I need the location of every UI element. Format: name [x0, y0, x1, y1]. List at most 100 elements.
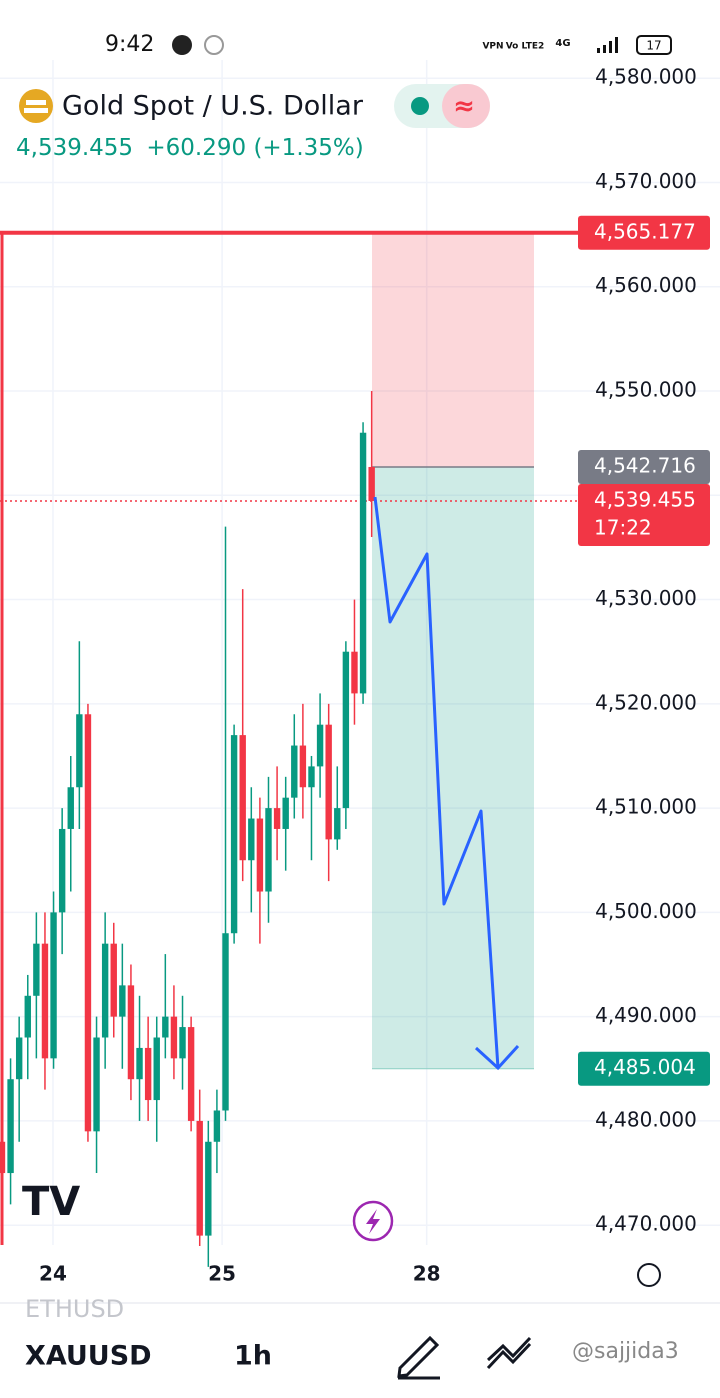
- y-tick-label: 4,530.000: [595, 586, 697, 610]
- candle-body: [248, 818, 255, 861]
- status-time: 9:42: [105, 32, 154, 57]
- candle-body: [299, 745, 307, 788]
- candle-body: [84, 714, 92, 1132]
- candle-body: [15, 1037, 23, 1080]
- watermark: @sajjida3: [572, 1339, 679, 1364]
- gold-icon-bar: [24, 108, 48, 113]
- candle-body: [282, 797, 289, 829]
- candle-body: [0, 1141, 6, 1174]
- candle-body: [187, 1027, 195, 1121]
- market-open-dot: [411, 97, 429, 115]
- change: +60.290: [146, 135, 246, 161]
- lightning-icon: [366, 1209, 380, 1234]
- symbol[interactable]: XAUUSD: [25, 1341, 152, 1372]
- candle-body: [76, 714, 83, 788]
- candle-body: [230, 735, 238, 934]
- price-axis: 4,470.000 4,480.000 4,490.000 4,500.000 4,51…: [578, 65, 710, 1236]
- price-tag: [578, 483, 710, 546]
- prev-symbol[interactable]: ETHUSD: [25, 1295, 124, 1323]
- price-tag-label: 4,542.716: [594, 453, 696, 477]
- status-icon: [204, 35, 224, 55]
- y-tick-label: 4,520.000: [595, 690, 697, 714]
- status-network: Vo LTE2: [506, 42, 545, 52]
- candle-body: [136, 1047, 143, 1080]
- y-tick-label: 4,500.000: [595, 899, 697, 923]
- candle-body: [127, 985, 135, 1080]
- candle-body: [7, 1079, 14, 1174]
- arrow-drawing: [373, 496, 500, 1069]
- y-tick-label: 4,550.000: [595, 378, 697, 402]
- symbol-title: Gold Spot / U.S. Dollar: [62, 91, 364, 122]
- candle-body: [33, 943, 40, 996]
- y-tick-label: 4,510.000: [595, 795, 697, 819]
- battery-level: 17: [646, 39, 661, 53]
- y-tick-label: 4,480.000: [595, 1107, 697, 1131]
- candle-body: [179, 1027, 186, 1059]
- signal-bars: [597, 37, 618, 53]
- gold-icon: [19, 89, 53, 123]
- position-zones: [0, 230, 578, 1245]
- price-tag-label: 4,485.004: [594, 1055, 696, 1079]
- candle-body: [58, 828, 66, 913]
- gold-icon-bar: [26, 100, 46, 105]
- candle-body: [239, 735, 246, 861]
- candle-body: [213, 1110, 221, 1142]
- indicator-tool[interactable]: [486, 1336, 532, 1370]
- target-zone: [372, 466, 534, 1069]
- price-tag-label: 4,565.177: [594, 219, 696, 243]
- candle-body: [110, 943, 117, 1017]
- y-tick-label: 4,560.000: [595, 273, 697, 297]
- header-price: 4,539.455 +60.290 (+1.35%): [16, 135, 364, 161]
- status-vpn: VPN: [482, 42, 503, 52]
- change-pct: (+1.35%): [253, 135, 363, 161]
- y-tick-label: 4,490.000: [595, 1003, 697, 1027]
- drawings: [373, 496, 520, 1071]
- candle-body: [291, 745, 298, 798]
- candle-body: [41, 943, 49, 1059]
- settings-icon[interactable]: [637, 1263, 661, 1287]
- candle-body: [273, 808, 281, 829]
- wave-icon: ≈: [453, 92, 475, 122]
- candle-body: [342, 651, 350, 809]
- x-tick-label: 28: [413, 1262, 441, 1286]
- price-tag-label: 4,539.455: [594, 487, 696, 511]
- y-tick-label: 4,470.000: [595, 1212, 697, 1236]
- candle-body: [351, 651, 358, 694]
- candle-body: [119, 985, 126, 1017]
- candle-body: [359, 432, 367, 694]
- candle-body: [24, 995, 31, 1038]
- candle-body: [93, 1037, 100, 1132]
- candle-body: [50, 912, 57, 1059]
- candle-body: [196, 1120, 203, 1236]
- toolbar: [0, 1303, 720, 1394]
- candle-body: [67, 787, 74, 829]
- candle-body: [316, 724, 324, 767]
- y-tick-label: 4,580.000: [595, 65, 697, 89]
- candle-body: [308, 766, 315, 788]
- x-tick-label: 24: [39, 1262, 67, 1286]
- price-tag-countdown: 17:22: [594, 515, 652, 539]
- candle-body: [222, 933, 229, 1111]
- y-tick-label: 4,570.000: [595, 169, 697, 193]
- tv-logo: TV: [22, 1179, 80, 1225]
- candle-body: [205, 1141, 212, 1236]
- status-icon: [172, 35, 192, 55]
- candle-body: [170, 1016, 178, 1059]
- price-tag: [578, 449, 710, 484]
- interval[interactable]: 1h: [234, 1341, 272, 1372]
- candle-body: [368, 466, 375, 501]
- price-tag: [578, 215, 710, 250]
- candle-body: [265, 808, 272, 892]
- candles: [0, 391, 375, 1267]
- battery: [636, 35, 672, 55]
- time-axis: 24 25 28: [39, 1262, 441, 1286]
- price-tag: [578, 1051, 710, 1086]
- candle-body: [153, 1037, 160, 1101]
- candle-body: [325, 724, 332, 840]
- x-tick-label: 25: [208, 1262, 236, 1286]
- candle-body: [256, 818, 264, 892]
- candle-body: [162, 1016, 169, 1038]
- draw-tool[interactable]: [397, 1335, 440, 1380]
